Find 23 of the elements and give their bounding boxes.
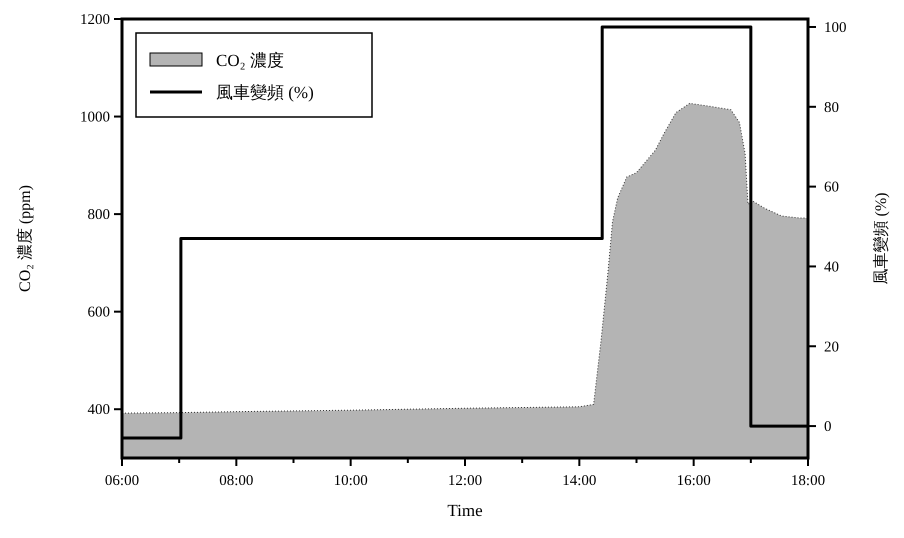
x-tick-label: 12:00 [448,473,482,489]
x-tick-label: 06:00 [104,473,140,489]
y2-tick-label: 20 [824,339,839,356]
x-axis-title: Time [447,501,483,520]
y2-tick-label: 40 [824,259,839,276]
y-tick-label: 1200 [80,12,110,28]
y-axis-title: CO₂ 濃度 (ppm) [16,185,34,292]
y-tick-label: 600 [88,304,110,321]
y2-tick-label: 80 [824,100,839,116]
x-tick-label: 10:00 [334,473,368,489]
x-tick-label: 14:00 [562,473,596,489]
legend-label: 風車變頻 (%) [216,83,314,102]
y2-tick-label: 60 [824,180,839,196]
x-tick-label: 18:00 [790,473,826,489]
legend-label: CO₂ 濃度 [216,51,284,70]
x-tick-label: 08:00 [219,473,254,489]
y-tick-label: 800 [88,207,110,224]
y2-tick-label: 100 [824,20,846,36]
y2-tick-label: 0 [824,419,832,436]
x-tick-label: 16:00 [676,473,711,489]
y-tick-label: 400 [88,402,110,418]
y-tick-label: 1000 [80,110,110,126]
y2-axis-title: 風車變頻 (%) [872,192,890,284]
